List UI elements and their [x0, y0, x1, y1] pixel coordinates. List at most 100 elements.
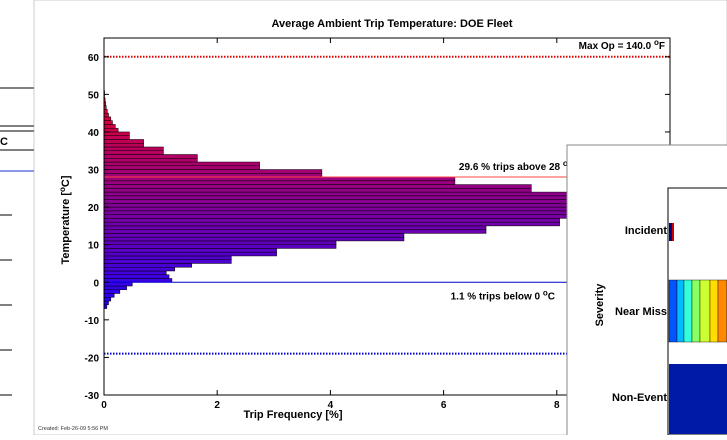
severity-window: Severity Incident Near Miss Non-Event: [566, 144, 727, 440]
severity-bar-near-miss: [717, 279, 727, 343]
severity-bar-near-miss: [691, 279, 701, 343]
histogram-bar: [103, 150, 164, 155]
severity-bar-near-miss: [683, 279, 693, 343]
histogram-bar: [103, 158, 198, 163]
histogram-bar: [103, 109, 108, 114]
histogram-bar: [103, 203, 608, 208]
histogram-bar: [103, 221, 560, 227]
y-axis-label: Temperature [oC]: [58, 175, 72, 264]
below-0-line-label-sup: o: [543, 288, 548, 297]
created-timestamp: Created: Feb-26-09 5:56 PM: [38, 426, 108, 432]
above-28-line-label-text: 29.6 % trips above 28: [459, 162, 563, 173]
histogram-bar: [103, 255, 232, 260]
histogram-bar: [103, 169, 323, 174]
y-tick-label: -10: [85, 316, 100, 327]
max-op-line-label-sup: o: [654, 38, 659, 47]
histogram-bar: [103, 282, 133, 287]
histogram-bar: [103, 259, 232, 264]
severity-bars: [668, 223, 727, 434]
severity-bar-near-miss: [699, 279, 711, 343]
x-tick-label: 4: [328, 400, 334, 411]
histogram-bar: [103, 180, 456, 185]
severity-bar-incident: [669, 223, 672, 241]
histogram-bar: [103, 278, 173, 283]
histogram-bar: [103, 270, 167, 275]
above-28-line-label: 29.6 % trips above 28 oC: [459, 159, 575, 173]
severity-category-near-miss: Near Miss: [615, 306, 667, 318]
histogram-bar: [103, 206, 631, 212]
histogram-bar: [103, 116, 112, 121]
histogram-bar: [103, 124, 116, 129]
histogram-bar: [103, 161, 260, 167]
histogram-bar: [103, 199, 608, 204]
histogram-bar: [103, 244, 337, 249]
histogram-bar: [103, 176, 456, 182]
histogram-bar: [103, 139, 144, 144]
histogram-bar: [103, 188, 532, 193]
histogram-bar: [103, 120, 113, 125]
histogram-bar: [103, 236, 405, 242]
y-axis-label-suffix: C]: [60, 175, 72, 187]
histogram-bar: [103, 293, 115, 298]
histogram-bar: [103, 251, 277, 257]
histogram-bar: [103, 274, 170, 279]
max-op-line-label-text: Max Op = 140.0: [579, 41, 654, 52]
histogram-bar: [103, 154, 198, 159]
histogram-bar: [103, 214, 617, 219]
y-axis-label-sup: o: [58, 187, 67, 192]
histogram-bar: [103, 300, 109, 306]
histogram-bar: [103, 127, 119, 133]
histogram-bar: [103, 233, 405, 238]
histogram-bar: [103, 225, 487, 230]
histogram-bar: [103, 191, 589, 197]
below-0-line-label-text: 1.1 % trips below 0: [451, 291, 543, 302]
y-tick-label: 20: [88, 203, 100, 214]
y-tick-label: -30: [85, 391, 100, 402]
severity-bar-non-event: [669, 364, 727, 434]
histogram-bar: [103, 112, 109, 118]
histogram-bar: [103, 285, 127, 291]
histogram-bar: [103, 184, 532, 189]
max-op-line-label: Max Op = 140.0 oF: [579, 38, 665, 52]
severity-category-incident: Incident: [625, 225, 668, 237]
y-axis-label-prefix: Temperature [: [60, 192, 72, 265]
x-tick-label: 2: [214, 400, 220, 411]
histogram-bar: [103, 135, 130, 140]
x-tick-label: 8: [554, 400, 560, 411]
bg-fragment-label: C: [0, 136, 8, 148]
severity-bar-near-miss: [709, 279, 719, 343]
below-0-line-label: 1.1 % trips below 0 oC: [451, 288, 555, 302]
y-tick-label: 10: [88, 241, 100, 252]
severity-bar-near-miss: [668, 279, 678, 343]
y-tick-label: 50: [88, 90, 100, 101]
severity-bar-incident: [672, 223, 674, 241]
histogram-bar: [103, 146, 164, 151]
histogram-bar: [103, 195, 589, 200]
histogram-bar: [103, 173, 323, 178]
x-axis-label: Trip Frequency [%]: [243, 409, 342, 421]
histogram-bar: [103, 240, 337, 245]
y-tick-label: -20: [85, 353, 100, 364]
y-tick-label: 40: [88, 128, 100, 139]
x-tick-label: 0: [101, 400, 107, 411]
histogram-bar: [103, 263, 192, 268]
severity-axis-label: Severity: [594, 283, 606, 327]
histogram-bar: [103, 142, 144, 148]
histogram-bar: [103, 210, 631, 215]
max-op-line-label-suffix: F: [659, 41, 665, 52]
severity-category-non-event: Non-Event: [612, 392, 667, 404]
y-tick-label: 0: [93, 278, 99, 289]
histogram-bar: [103, 289, 121, 294]
histogram-bar: [103, 218, 560, 223]
above-28-line-label-sup: o: [563, 159, 568, 168]
histogram-bar: [103, 266, 175, 272]
histogram-bars: [103, 90, 631, 309]
histogram-bar: [103, 131, 130, 136]
y-tick-label: 60: [88, 53, 100, 64]
below-0-line-label-suffix: C: [548, 291, 555, 302]
severity-bar-near-miss: [676, 279, 685, 343]
histogram-bar: [103, 165, 260, 170]
histogram-bar: [103, 229, 487, 234]
